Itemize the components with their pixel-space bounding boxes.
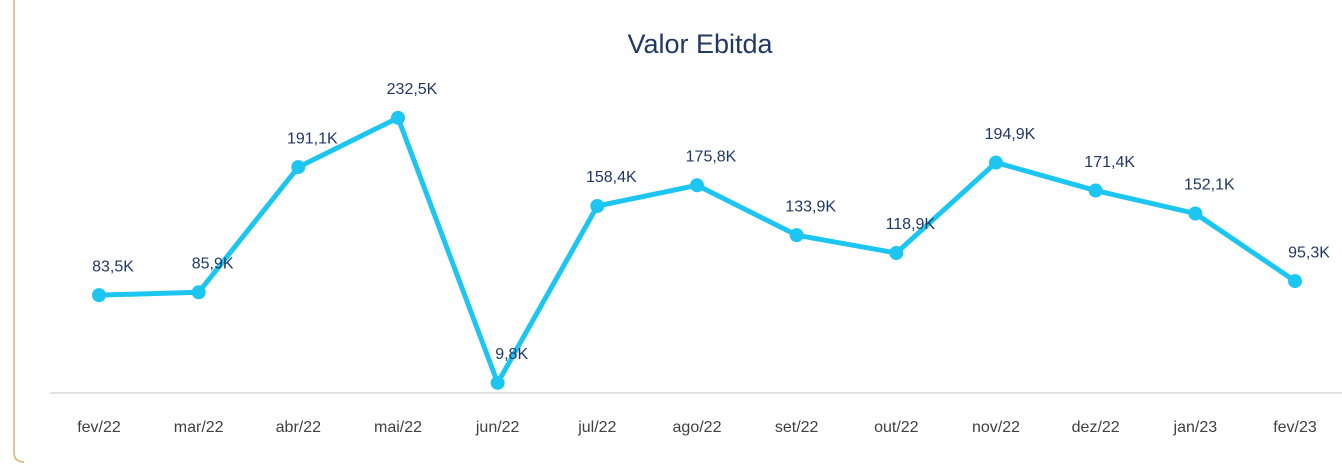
point [590,199,605,214]
chart-title: Valor Ebitda [627,29,773,59]
x-tick-label: jun/22 [475,419,520,436]
data-label: 232,5K [387,81,438,98]
x-tick-label: jul/22 [577,419,616,436]
point [92,288,106,303]
data-label: 194,9K [985,126,1036,143]
x-tick-label: mar/22 [174,419,224,436]
point [391,110,405,125]
point [789,228,804,243]
data-label: 9,8K [495,346,528,363]
point [1188,206,1203,221]
data-label: 191,1K [287,130,338,147]
data-label: 83,5K [92,258,134,275]
point [490,375,505,390]
point [291,160,306,175]
x-tick-label: mai/22 [374,419,422,436]
data-label: 175,8K [686,149,737,166]
data-label: 118,9K [886,216,936,233]
x-tick-label: abr/22 [276,419,321,436]
x-tick-label: fev/22 [77,419,121,436]
point [989,155,1003,170]
x-tick-label: nov/22 [972,419,1020,436]
point [1288,274,1302,289]
data-label: 158,4K [586,169,637,186]
point [1088,183,1103,198]
panel-border [13,0,25,463]
x-tick-label: fev/23 [1273,419,1317,436]
x-tick-label: jan/23 [1173,419,1218,436]
data-label: 152,1K [1184,177,1235,194]
x-tick-label: ago/22 [673,419,722,436]
point [889,246,904,261]
point [191,285,206,300]
data-label: 171,4K [1084,154,1135,171]
x-tick-label: set/22 [775,419,819,436]
x-tick-label: out/22 [874,419,919,436]
data-label: 133,9K [785,198,836,215]
point [690,178,704,193]
data-label: 95,3K [1288,244,1330,261]
x-tick-label: dez/22 [1072,419,1120,436]
data-label: 85,9K [192,255,234,272]
